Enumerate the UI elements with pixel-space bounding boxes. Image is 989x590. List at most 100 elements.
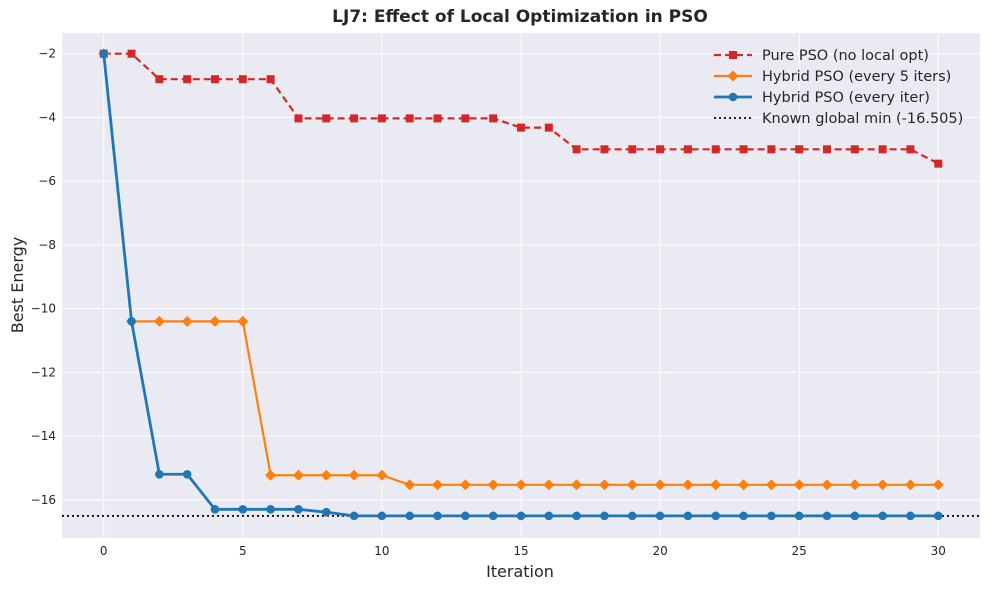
data-point <box>237 315 249 327</box>
data-point <box>822 511 832 521</box>
data-point <box>405 511 415 521</box>
data-point <box>571 479 583 491</box>
data-point <box>656 145 665 154</box>
data-point <box>404 479 416 491</box>
y-tick-label: −16 <box>31 493 56 507</box>
data-point <box>433 511 442 521</box>
legend-item: Hybrid PSO (every 5 iters) <box>714 69 951 85</box>
data-point <box>795 145 804 154</box>
data-point <box>711 145 720 154</box>
legend-label: Hybrid PSO (every 5 iters) <box>762 69 951 85</box>
data-point <box>850 511 860 521</box>
data-point <box>209 315 221 327</box>
y-tick-label: −8 <box>38 238 56 252</box>
data-point <box>153 315 165 327</box>
data-point <box>377 511 387 521</box>
data-point <box>765 479 777 491</box>
data-point <box>904 479 916 491</box>
tick-labels: 0 5 10 15 20 25 30 −2 −4 −6 −8 −10 −12 −14 −16 <box>31 47 946 558</box>
x-tick-label: 25 <box>792 544 807 558</box>
data-point <box>767 511 776 521</box>
data-point <box>181 315 193 327</box>
data-point <box>238 75 247 84</box>
data-point <box>99 49 109 59</box>
data-point <box>655 511 665 521</box>
data-point <box>878 145 887 154</box>
data-point <box>711 511 721 521</box>
data-point <box>461 511 470 521</box>
data-point <box>739 511 748 521</box>
x-tick-label: 5 <box>239 544 247 558</box>
data-point <box>489 114 498 123</box>
data-point <box>294 114 303 123</box>
x-tick-label: 0 <box>100 544 108 558</box>
x-tick-label: 10 <box>374 544 389 558</box>
data-point <box>377 114 386 123</box>
data-point <box>543 479 555 491</box>
data-point <box>767 145 776 154</box>
data-point <box>517 123 525 132</box>
x-tick-label: 30 <box>931 544 946 558</box>
data-point <box>934 159 943 168</box>
data-point <box>348 469 360 481</box>
data-point <box>710 479 722 491</box>
data-point <box>155 469 164 479</box>
data-point <box>461 114 470 123</box>
series-3 <box>99 49 943 521</box>
data-point <box>350 114 359 123</box>
x-tick-label: 15 <box>513 544 528 558</box>
data-point <box>433 114 442 123</box>
data-point <box>626 479 638 491</box>
data-point <box>878 511 887 521</box>
data-point <box>487 479 499 491</box>
data-point <box>321 507 331 517</box>
data-point <box>320 469 332 481</box>
data-point <box>932 479 944 491</box>
data-point <box>627 511 637 521</box>
data-point <box>933 511 943 521</box>
data-point <box>266 505 275 514</box>
data-point <box>683 511 693 521</box>
grid <box>62 33 980 538</box>
data-point <box>292 469 304 481</box>
data-point <box>155 75 164 84</box>
data-point <box>600 511 609 521</box>
data-point <box>821 479 833 491</box>
y-axis-label: Best Energy <box>8 237 27 334</box>
data-point <box>906 511 915 521</box>
data-point <box>850 145 859 154</box>
data-point <box>488 511 498 521</box>
data-point <box>515 479 527 491</box>
legend-marker <box>727 70 739 82</box>
data-point <box>628 145 637 154</box>
data-point <box>544 511 554 521</box>
legend-item: Hybrid PSO (every iter) <box>714 90 930 106</box>
data-point <box>294 505 303 514</box>
data-point <box>572 145 581 154</box>
data-point <box>544 123 553 132</box>
data-point <box>738 479 750 491</box>
y-tick-label: −6 <box>38 174 56 188</box>
y-tick-label: −2 <box>38 47 56 61</box>
data-point <box>516 511 526 521</box>
data-point <box>266 75 275 84</box>
series-2 <box>98 48 944 491</box>
data-point <box>127 317 136 326</box>
data-point <box>654 479 666 491</box>
y-tick-label: −4 <box>38 110 56 124</box>
data-point <box>322 114 331 123</box>
legend-label: Known global min (-16.505) <box>762 111 963 127</box>
data-point <box>877 479 889 491</box>
data-point <box>600 145 609 154</box>
chart-title: LJ7: Effect of Local Optimization in PSO <box>332 7 708 27</box>
data-point <box>572 511 581 521</box>
data-point <box>183 75 192 84</box>
legend-marker <box>729 51 737 59</box>
data-point <box>598 479 610 491</box>
data-point <box>127 49 136 58</box>
data-point <box>682 479 694 491</box>
data-point <box>182 469 192 479</box>
data-point <box>432 479 444 491</box>
data-point <box>793 479 805 491</box>
y-tick-label: −14 <box>31 429 56 443</box>
